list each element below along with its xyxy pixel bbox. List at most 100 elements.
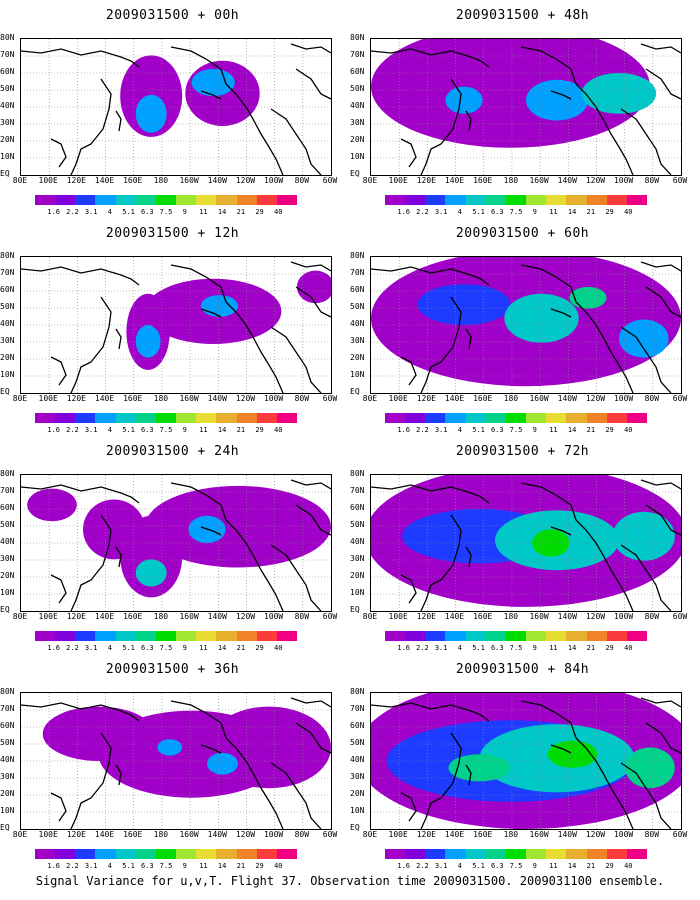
colorbar-swatch: [586, 631, 607, 641]
latitude-label: 50N: [0, 84, 15, 93]
variance-contour: [200, 295, 238, 317]
colorbar-swatch: [176, 195, 197, 205]
longitude-label: 140W: [557, 612, 577, 621]
colorbar-swatch: [135, 631, 156, 641]
latitude-label: 60N: [350, 285, 365, 294]
variance-contour: [135, 559, 167, 587]
colorbar-label: 2.2: [66, 862, 79, 870]
panel-title: 2009031500 + 60h: [455, 226, 590, 241]
colorbar-swatch: [115, 413, 136, 423]
coastline: [70, 78, 112, 175]
colorbar-label: 21: [236, 644, 246, 652]
map-panel: 2009031500 + 24h 80N 70N 60N 50N 40N 30N 20N 10N…: [0, 444, 345, 666]
colorbar-label: 9: [532, 208, 537, 216]
longitude-label: 80W: [294, 612, 310, 621]
variance-contour-map: [21, 39, 331, 175]
colorbar-swatch: [586, 413, 607, 423]
longitude-label: 80W: [294, 394, 310, 403]
colorbar-swatch: [485, 195, 506, 205]
colorbar-label: 21: [586, 644, 596, 652]
coastline: [520, 264, 577, 303]
colorbar-label: 1.6: [397, 644, 411, 652]
variance-contour: [27, 488, 77, 522]
colorbar-label: 7.5: [159, 208, 173, 216]
coastline: [645, 68, 681, 100]
latitude-label: 20N: [350, 789, 365, 798]
coastline: [550, 308, 572, 318]
coastline: [21, 48, 140, 68]
colorbar-label: 5.1: [122, 644, 135, 652]
coastline: [371, 266, 490, 286]
latitude-label: EQ: [350, 169, 360, 178]
colorbar-label: 9: [532, 644, 537, 652]
latitude-label: 40N: [350, 755, 365, 764]
latitude-label: 20N: [0, 135, 15, 144]
colorbar-label: 14: [567, 208, 577, 216]
coastline: [645, 504, 681, 536]
longitude-label: 160E: [473, 612, 493, 621]
colorbar-swatch: [75, 849, 96, 859]
longitude-label: 140E: [94, 394, 115, 403]
colorbar-swatch: [546, 849, 567, 859]
latitude-label: 30N: [0, 554, 15, 563]
colorbar-swatch: [425, 849, 446, 859]
latitude-label: EQ: [0, 605, 10, 614]
variance-contour: [417, 284, 511, 325]
coastline: [400, 574, 417, 604]
longitude-label: 80W: [294, 176, 310, 185]
longitude-label: 80E: [12, 830, 28, 839]
coastline: [575, 737, 634, 829]
longitude-label: 180: [503, 830, 519, 839]
latitude-label: EQ: [0, 387, 10, 396]
latitude-label: 70N: [350, 50, 365, 59]
longitude-label: 140E: [444, 612, 465, 621]
longitude-label: 80W: [644, 612, 660, 621]
colorbar-swatch: [505, 195, 527, 205]
coastline: [371, 702, 490, 722]
longitude-label: 120E: [66, 612, 86, 621]
colorbar-label: 2.2: [416, 208, 429, 216]
colorbar-swatch: [135, 849, 156, 859]
colorbar-label: 4: [457, 644, 462, 652]
colorbar-label: 3.1: [434, 426, 448, 434]
longitude-label: 80E: [12, 612, 28, 621]
longitude-label: 180: [153, 612, 169, 621]
longitude-label: 80E: [12, 394, 28, 403]
latitude-label: 70N: [0, 268, 15, 277]
colorbar-label: 40: [624, 644, 633, 652]
colorbar-label: 29: [605, 862, 614, 870]
longitude-label: 100E: [38, 176, 58, 185]
colorbar-swatch: [216, 195, 237, 205]
colorbar-label: 5.1: [472, 426, 485, 434]
latitude-label: 10N: [0, 588, 15, 597]
latitude-label: 10N: [350, 370, 365, 379]
colorbar-label: 3.1: [84, 644, 98, 652]
longitude-label: 100W: [263, 830, 284, 839]
coastline: [420, 78, 462, 175]
colorbar: [35, 413, 298, 423]
coastline: [640, 43, 681, 54]
colorbar-label: 3.1: [434, 862, 448, 870]
latitude-label: 40N: [0, 101, 15, 110]
colorbar-label: 11: [549, 644, 558, 652]
longitude-label: 120E: [66, 176, 86, 185]
longitude-label: 60W: [322, 830, 338, 839]
colorbar-swatch: [216, 849, 237, 859]
coastline: [170, 264, 227, 303]
latitude-label: 20N: [350, 571, 365, 580]
coastline: [550, 744, 572, 754]
map-plot-area: [20, 38, 332, 176]
panel-title: 2009031500 + 84h: [455, 662, 590, 677]
colorbar-label: 1.6: [397, 208, 411, 216]
variance-contour: [135, 94, 167, 133]
colorbar-label: 11: [549, 208, 558, 216]
longitude-label: 140E: [444, 830, 465, 839]
longitude-label: 120E: [416, 176, 436, 185]
latitude-label: 70N: [350, 268, 365, 277]
colorbar-swatch: [115, 631, 136, 641]
variance-contour: [581, 73, 657, 114]
longitude-label: 80W: [644, 394, 660, 403]
colorbar-label: 2.2: [416, 644, 429, 652]
latitude-label: 30N: [0, 336, 15, 345]
colorbar-label: 2.2: [66, 426, 79, 434]
